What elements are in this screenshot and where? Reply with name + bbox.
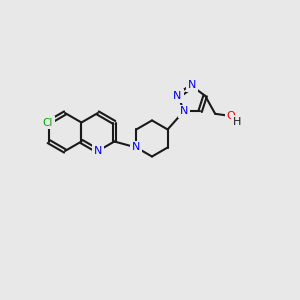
Text: N: N <box>188 80 196 90</box>
Text: H: H <box>233 117 242 127</box>
Text: N: N <box>94 146 102 156</box>
Text: O: O <box>227 111 236 121</box>
Text: N: N <box>173 91 182 101</box>
Text: N: N <box>132 142 141 152</box>
Text: N: N <box>179 106 188 116</box>
Text: Cl: Cl <box>42 118 53 128</box>
